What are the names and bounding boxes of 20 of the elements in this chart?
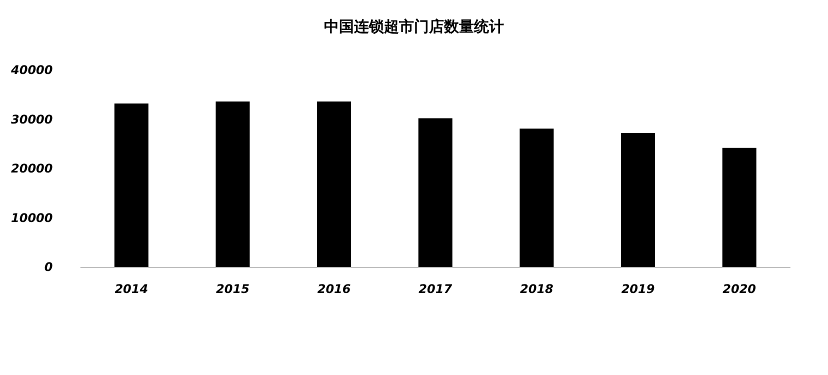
x-tick-label: 2014 <box>114 282 148 296</box>
bar <box>520 128 554 267</box>
bar <box>114 103 148 267</box>
chart-title: 中国连锁超市门店数量统计 <box>324 18 504 36</box>
bar <box>317 102 352 267</box>
x-tick-label: 2019 <box>621 282 655 296</box>
y-tick-label: 0 <box>44 260 53 274</box>
y-tick-label: 10000 <box>11 210 53 225</box>
y-tick-label: 30000 <box>11 112 53 126</box>
bar <box>216 102 250 267</box>
bar <box>621 133 656 267</box>
x-tick-label: 2017 <box>418 282 453 296</box>
y-tick-label: 20000 <box>11 162 53 176</box>
x-tick-label: 2020 <box>722 282 756 296</box>
x-tick-label: 2015 <box>216 282 250 296</box>
bar <box>418 118 452 267</box>
bar <box>722 148 756 267</box>
y-tick-label: 40000 <box>10 63 53 77</box>
x-tick-label: 2018 <box>520 282 554 296</box>
x-tick-label: 2016 <box>317 282 351 296</box>
